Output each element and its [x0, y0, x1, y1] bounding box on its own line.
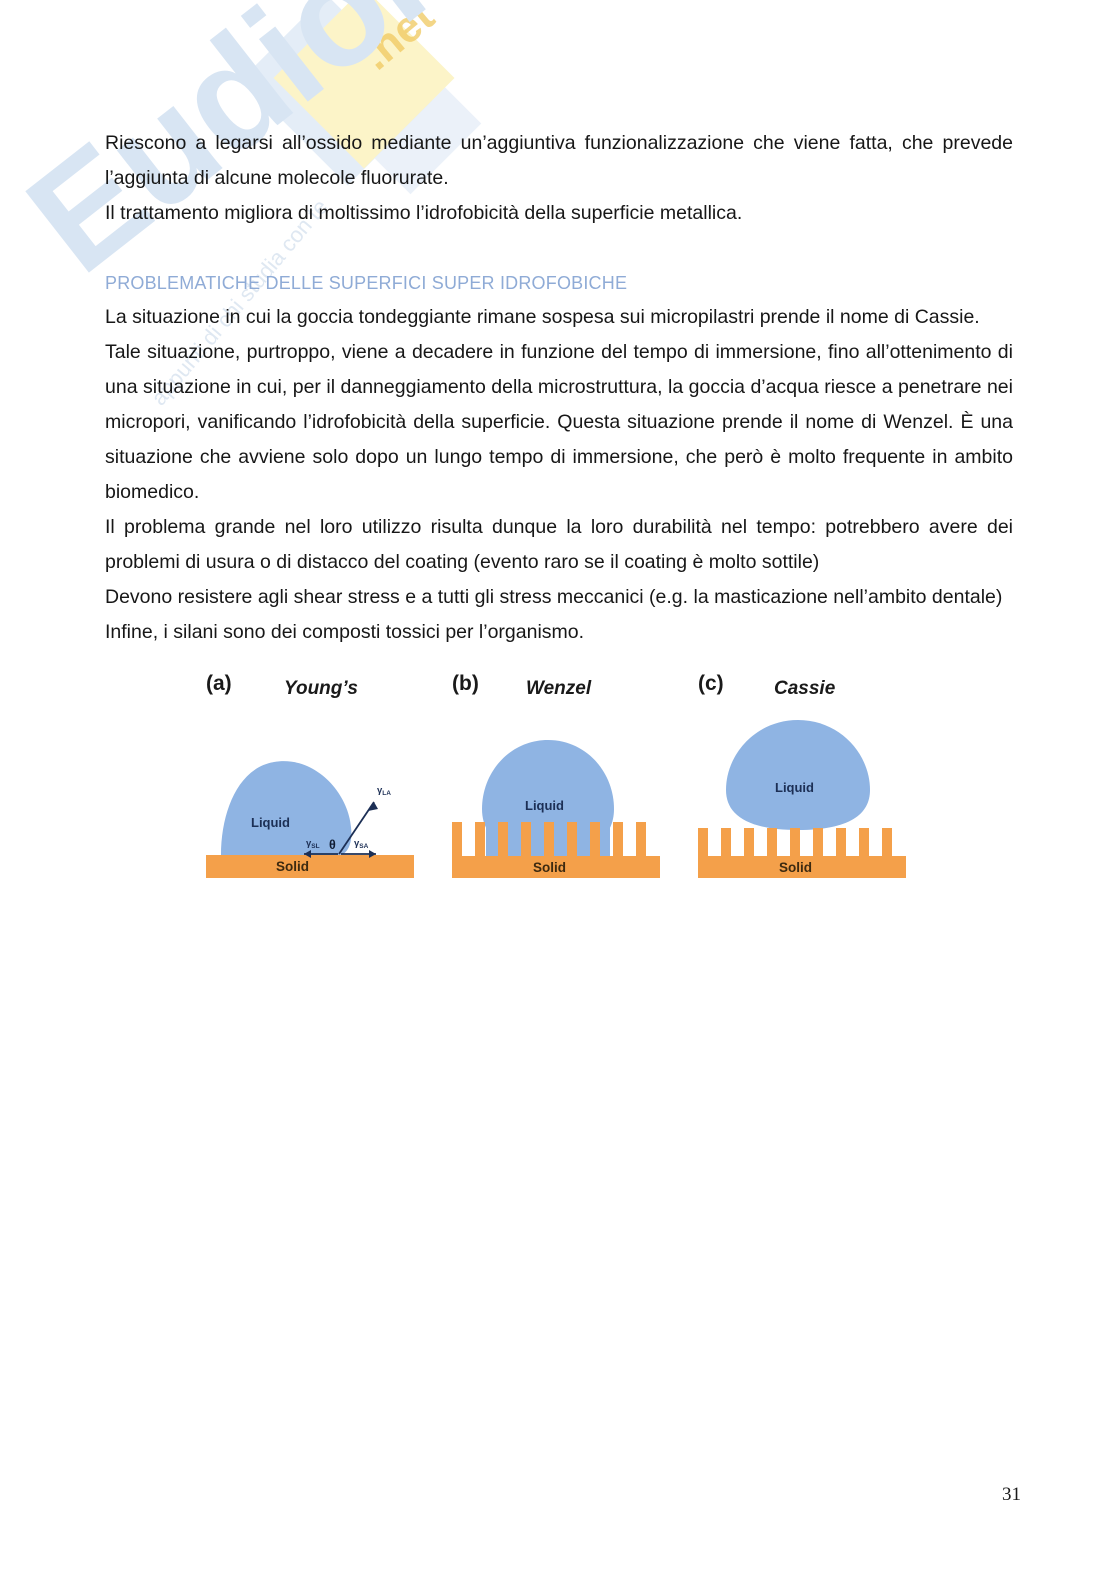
gamma-sl-arrowhead — [304, 850, 311, 858]
section-heading: PROBLEMATICHE DELLE SUPERFICI SUPER IDRO… — [105, 273, 628, 293]
theta-angle-label: θ — [329, 838, 336, 852]
gamma-la-label: γLA — [377, 785, 391, 797]
panel-c-letter: (c) — [698, 672, 724, 695]
paragraph-spacer — [105, 231, 1013, 266]
panel-c-title: Cassie — [774, 678, 836, 699]
panel-c-drawing: Liquid Solid — [698, 720, 906, 878]
paragraph-cassie-definition: La situazione in cui la goccia tondeggia… — [105, 306, 980, 328]
solid-label-c: Solid — [779, 860, 812, 875]
gamma-la-vector — [338, 801, 375, 855]
solid-substrate-a — [206, 855, 414, 878]
solid-substrate-b — [452, 856, 660, 878]
paragraph-intro-1: Riescono a legarsi all’ossido mediante u… — [105, 132, 1013, 189]
liquid-label-c: Liquid — [775, 780, 814, 795]
droplet-shape-b — [482, 740, 614, 855]
panel-b-letter: (b) — [452, 672, 479, 695]
page-content: Riescono a legarsi all’ossido mediante u… — [105, 126, 1013, 650]
figure-wetting-states: (a) Young’s Liquid Solid γLA γSL — [196, 662, 926, 887]
paragraph-silanes-toxicity: Infine, i silani sono dei composti tossi… — [105, 621, 585, 643]
panel-a-title: Young’s — [284, 678, 358, 699]
figure-panel-a: (a) Young’s Liquid Solid γLA γSL — [196, 662, 424, 887]
gamma-sa-arrowhead — [369, 850, 376, 858]
gamma-la-arrowhead — [368, 802, 378, 811]
figure-panel-b: (b) Wenzel — [442, 662, 670, 887]
panel-b-title: Wenzel — [526, 678, 592, 699]
paragraph-shear-stress: Devono resistere agli shear stress e a t… — [105, 586, 1003, 608]
panel-a-letter: (a) — [206, 672, 232, 695]
panel-a-drawing: Liquid Solid γLA γSL γSA θ — [206, 761, 414, 878]
solid-label-b: Solid — [533, 860, 566, 875]
micropillar-group-c — [698, 828, 892, 858]
liquid-label-a: Liquid — [251, 815, 290, 830]
paragraph-intro-2: Il trattamento migliora di moltissimo l’… — [105, 202, 743, 224]
paragraph-wenzel-transition: Tale situazione, purtroppo, viene a deca… — [105, 341, 1013, 503]
droplet-shape-c — [726, 720, 870, 830]
solid-label-a: Solid — [276, 859, 309, 874]
figure-panel-c: (c) Cassie — [688, 662, 916, 887]
page-number: 31 — [1002, 1484, 1021, 1505]
droplet-shape-a — [221, 761, 352, 855]
gamma-sa-label: γSA — [354, 838, 369, 850]
panel-b-drawing: Liquid Solid — [452, 740, 660, 878]
watermark-net-text: .net — [352, 0, 444, 80]
paragraph-durability: Il problema grande nel loro utilizzo ris… — [105, 516, 1013, 573]
solid-substrate-c — [698, 856, 906, 878]
liquid-label-b: Liquid — [525, 798, 564, 813]
micropillar-group-b — [452, 822, 646, 858]
